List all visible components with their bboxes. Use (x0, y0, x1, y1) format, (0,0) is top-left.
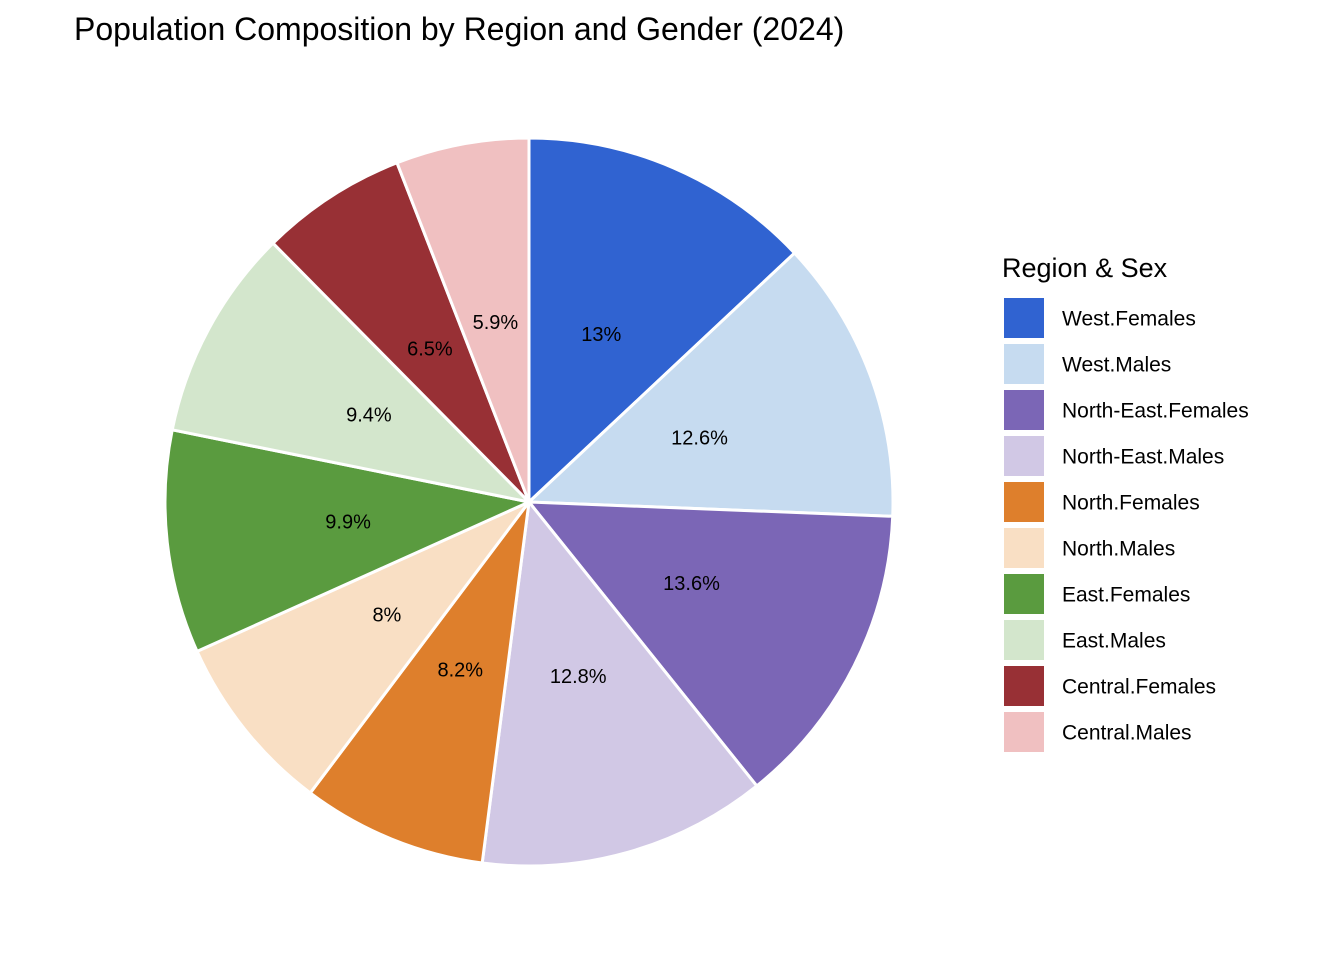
slice-label-north-east-females: 13.6% (663, 573, 720, 595)
slice-label-central-females: 6.5% (407, 338, 453, 360)
slice-label-central-males: 5.9% (473, 312, 519, 334)
legend-swatch-west-females (1004, 298, 1044, 338)
legend-swatch-north-east-males (1004, 436, 1044, 476)
chart-title: Population Composition by Region and Gen… (74, 11, 844, 47)
legend-swatch-north-east-females (1004, 390, 1044, 430)
pie-slice-west-females (527, 136, 797, 504)
legend-label-east-males: East.Males (1062, 630, 1166, 653)
slice-label-west-females: 13% (581, 324, 621, 346)
legend-label-north-males: North.Males (1062, 538, 1175, 561)
pie-slices (163, 136, 895, 868)
legend-swatch-east-females (1004, 574, 1044, 614)
legend-label-north-east-males: North-East.Males (1062, 446, 1224, 469)
pie-slice-north-east-females (527, 500, 895, 788)
pie-slice-central-males (395, 136, 531, 504)
legend: Region & Sex West.Females West.Males North… (1002, 253, 1249, 752)
legend-swatch-west-males (1004, 344, 1044, 384)
pie-slice-west-males (527, 251, 895, 518)
pie-slice-central-females (271, 161, 531, 504)
legend-items: West.Females West.Males North-East.Females… (1004, 298, 1249, 752)
pie-slice-east-females (163, 428, 531, 653)
legend-label-west-females: West.Females (1062, 308, 1196, 331)
legend-label-east-females: East.Females (1062, 584, 1190, 607)
pie-labels: 13% 12.6% 13.6% 12.8% 8.2% 8% 9.9% 9.4% 6.5% 5.9% (325, 312, 728, 688)
legend-swatch-east-males (1004, 620, 1044, 660)
slice-label-east-females: 9.9% (325, 511, 371, 533)
legend-label-north-females: North.Females (1062, 492, 1200, 515)
slice-label-west-males: 12.6% (671, 427, 728, 449)
slice-label-north-females: 8.2% (438, 660, 484, 682)
legend-swatch-central-males (1004, 712, 1044, 752)
pie-slice-east-males (170, 241, 531, 504)
slice-label-east-males: 9.4% (346, 405, 392, 427)
legend-label-central-males: Central.Males (1062, 722, 1192, 745)
slice-label-north-east-males: 12.8% (550, 666, 607, 688)
slice-label-north-males: 8% (372, 605, 401, 627)
legend-swatch-north-males (1004, 528, 1044, 568)
pie-slice-north-males (195, 500, 531, 795)
legend-label-north-east-females: North-East.Females (1062, 400, 1249, 423)
legend-swatch-central-females (1004, 666, 1044, 706)
legend-label-central-females: Central.Females (1062, 676, 1216, 699)
legend-swatch-north-females (1004, 482, 1044, 522)
legend-label-west-males: West.Males (1062, 354, 1171, 377)
legend-title: Region & Sex (1002, 253, 1168, 283)
pie-slice-north-females (308, 500, 531, 865)
pie-slice-north-east-males (480, 500, 759, 868)
